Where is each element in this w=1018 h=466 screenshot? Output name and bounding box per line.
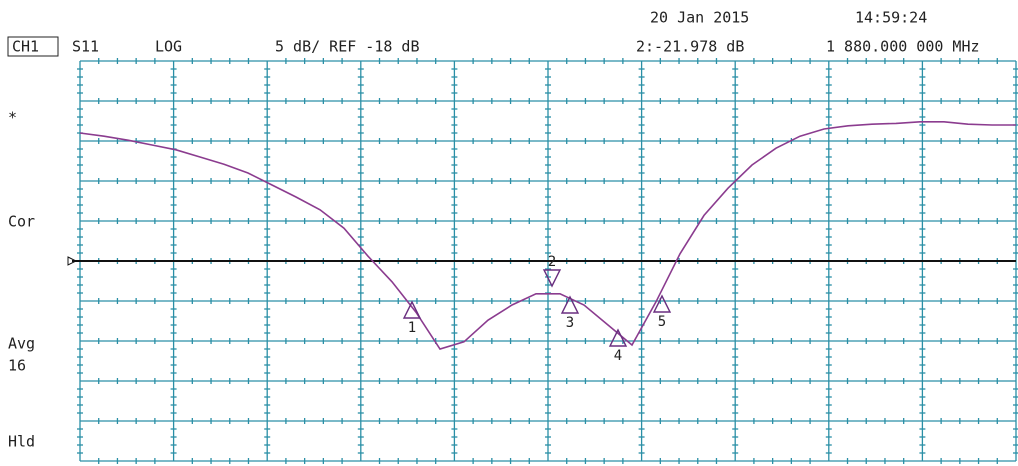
- date: 20 Jan 2015: [650, 9, 749, 27]
- side-label: Cor: [8, 213, 35, 231]
- time: 14:59:24: [855, 9, 927, 27]
- side-label: 16: [8, 357, 26, 375]
- trace: [79, 121, 1016, 350]
- reference-arrow: [67, 256, 78, 266]
- side-label: *: [8, 109, 17, 127]
- marker-frequency: 1 880.000 000 MHz: [826, 38, 980, 56]
- marker-label: 4: [614, 348, 622, 364]
- marker-label: 3: [566, 315, 574, 331]
- scale: 5 dB/ REF -18 dB: [275, 38, 420, 56]
- marker: [652, 294, 672, 313]
- marker-label: 5: [658, 314, 666, 330]
- channel: CH1: [12, 38, 39, 56]
- side-label: Avg: [8, 335, 35, 353]
- format: LOG: [155, 38, 182, 56]
- marker-readout: 2:-21.978 dB: [636, 38, 744, 56]
- side-label: Hld: [8, 433, 35, 451]
- marker: [560, 295, 580, 314]
- marker-label: 1: [408, 320, 416, 336]
- marker-label: 2: [548, 254, 556, 270]
- marker: [608, 328, 628, 347]
- parameter: S11: [72, 38, 99, 56]
- marker: [402, 300, 422, 319]
- channel-box: [7, 36, 59, 57]
- marker: [542, 269, 562, 288]
